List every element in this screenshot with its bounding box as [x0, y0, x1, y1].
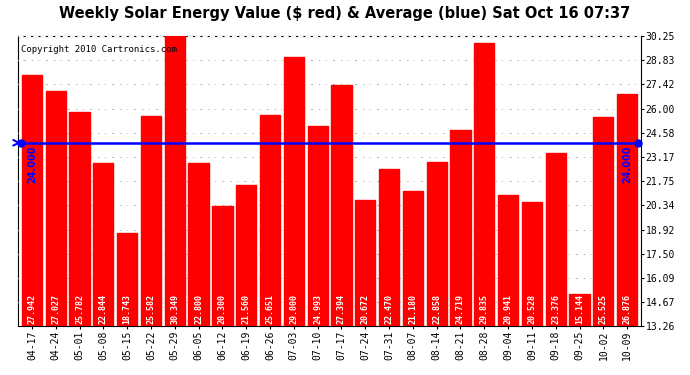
Text: 20.672: 20.672: [361, 294, 370, 324]
Text: 27.394: 27.394: [337, 294, 346, 324]
Text: 15.144: 15.144: [575, 294, 584, 324]
Bar: [117, 232, 137, 327]
Bar: [569, 294, 590, 327]
Text: 25.525: 25.525: [599, 294, 608, 324]
Bar: [284, 57, 304, 327]
Text: 25.582: 25.582: [146, 294, 155, 324]
Bar: [260, 114, 280, 327]
Bar: [451, 130, 471, 327]
Bar: [593, 117, 613, 327]
Bar: [498, 195, 518, 327]
Text: 25.782: 25.782: [75, 294, 84, 324]
Text: 20.528: 20.528: [527, 294, 536, 324]
Bar: [141, 116, 161, 327]
Text: 27.027: 27.027: [51, 294, 60, 324]
Bar: [355, 200, 375, 327]
Bar: [331, 85, 352, 327]
Bar: [93, 162, 113, 327]
Bar: [308, 126, 328, 327]
Bar: [213, 206, 233, 327]
Bar: [379, 169, 400, 327]
Text: 18.743: 18.743: [123, 294, 132, 324]
Bar: [617, 94, 638, 327]
Text: 22.858: 22.858: [432, 294, 441, 324]
Bar: [474, 43, 495, 327]
Bar: [403, 191, 423, 327]
Text: 30.349: 30.349: [170, 294, 179, 324]
Text: 22.844: 22.844: [99, 294, 108, 324]
Text: 21.560: 21.560: [241, 294, 250, 324]
Text: 24.000: 24.000: [622, 146, 632, 183]
Bar: [236, 184, 256, 327]
Bar: [165, 34, 185, 327]
Bar: [426, 162, 447, 327]
Text: Copyright 2010 Cartronics.com: Copyright 2010 Cartronics.com: [21, 45, 177, 54]
Text: 21.180: 21.180: [408, 294, 417, 324]
Text: 29.000: 29.000: [289, 294, 298, 324]
Text: 20.300: 20.300: [218, 294, 227, 324]
Text: 25.651: 25.651: [266, 294, 275, 324]
Text: 24.719: 24.719: [456, 294, 465, 324]
Bar: [546, 153, 566, 327]
Text: 27.942: 27.942: [28, 294, 37, 324]
Text: 20.941: 20.941: [504, 294, 513, 324]
Text: 24.000: 24.000: [27, 146, 37, 183]
Text: 23.376: 23.376: [551, 294, 560, 324]
Bar: [70, 112, 90, 327]
Text: Weekly Solar Energy Value ($ red) & Average (blue) Sat Oct 16 07:37: Weekly Solar Energy Value ($ red) & Aver…: [59, 6, 631, 21]
Bar: [522, 202, 542, 327]
Text: 29.835: 29.835: [480, 294, 489, 324]
Bar: [46, 91, 66, 327]
Text: 22.800: 22.800: [194, 294, 203, 324]
Text: 22.470: 22.470: [384, 294, 393, 324]
Bar: [188, 163, 208, 327]
Text: 24.993: 24.993: [313, 294, 322, 324]
Text: 26.876: 26.876: [622, 294, 631, 324]
Bar: [22, 75, 42, 327]
